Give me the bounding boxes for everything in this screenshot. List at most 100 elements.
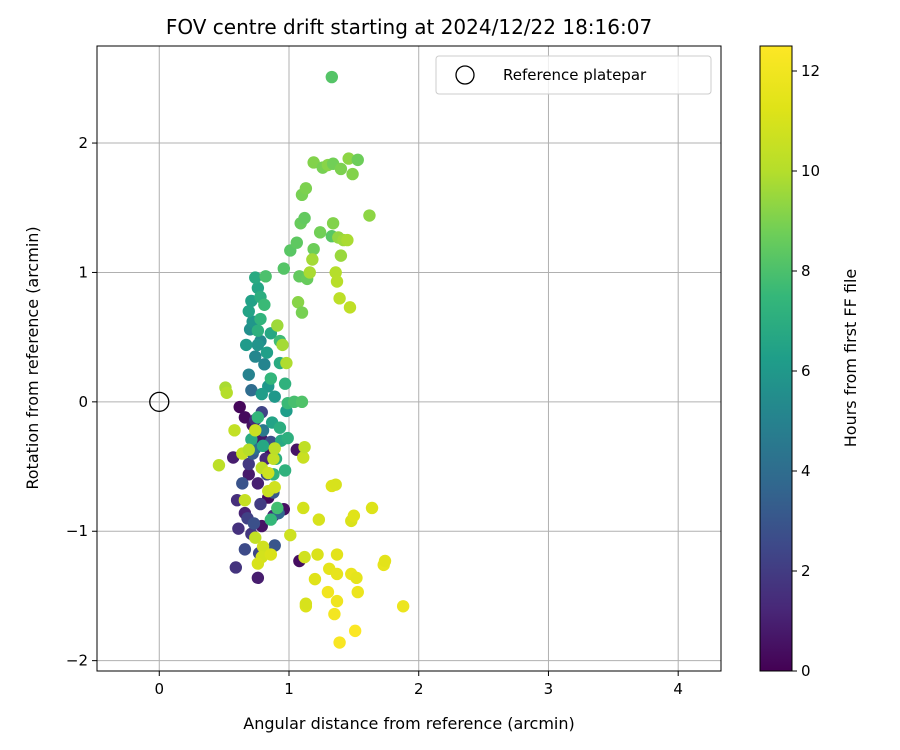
scatter-point [328,607,341,621]
scatter-point [329,478,342,491]
scatter-point [249,531,262,544]
legend-box [435,55,712,95]
colorbar-label: Hours from first FF file [841,269,860,448]
scatter-point [228,424,241,437]
scatter-point [351,153,364,167]
scatter-point [255,387,268,401]
scatter-point [330,567,344,581]
scatter-point [247,517,261,530]
scatter-point [273,421,287,434]
scatter-point [271,319,284,332]
scatter-point [268,442,281,455]
colorbar-tick-label: 0 [801,662,811,680]
legend: Reference platepar [435,55,712,95]
colorbar-tick-label: 8 [801,262,811,280]
scatter-point [297,451,310,464]
x-tick-label: 2 [414,680,424,698]
scatter-point [307,156,320,169]
scatter-point [278,377,292,390]
scatter-point [232,522,245,535]
scatter-point [330,594,344,608]
scatter-point [251,338,265,352]
scatter-point [268,481,281,494]
scatter-point [290,236,303,249]
scatter-point [251,411,265,424]
scatter-point [251,324,265,337]
scatter-point [350,571,363,585]
reference-platepar-marker [149,391,170,412]
scatter-point [245,384,258,397]
colorbar-tick-label: 10 [801,162,820,180]
scatter-point [299,182,313,195]
scatter-point [242,305,255,318]
scatter-point [334,249,348,262]
x-tick-label: 1 [284,680,294,698]
scatter-point [264,372,278,385]
scatter-point [342,152,355,165]
scatter-point [249,424,262,437]
scatter-point [280,356,293,370]
y-tick-label: 1 [78,263,88,281]
scatter-point [236,477,249,490]
scatter-point [254,497,267,511]
scatter-point [303,266,316,279]
scatter-point [242,457,255,471]
scatter-point [249,271,262,284]
colorbar-gradient [759,45,793,672]
scatter-point [264,548,278,561]
scatter-point [256,540,270,553]
x-tick-label: 3 [544,680,554,698]
scatter-point [306,253,319,266]
scatter-point [347,509,361,522]
scatter-point [260,346,274,359]
y-tick-label: −1 [66,522,88,540]
scatter-point [268,390,281,403]
scatter-point [298,550,311,564]
scatter-point [313,226,327,239]
scatter-point [329,266,342,279]
plot-area: 0 1 2 3 4 −2 −1 0 1 2 [66,45,722,698]
scatter-point [307,242,320,256]
scatter-point [351,585,364,599]
scatter-point [238,493,252,507]
x-axis-ticks: 0 1 2 3 4 [154,671,683,698]
colorbar: 0 2 4 6 8 10 12 Hours from first FF file [759,45,860,680]
x-tick-label: 4 [673,680,683,698]
scatter-point [341,233,354,247]
scatter-point [277,262,291,275]
scatter-point [229,561,243,574]
legend-label-reference: Reference platepar [503,66,647,84]
scatter-points [212,70,410,649]
scatter-point [267,452,280,465]
scatter-point [334,162,348,176]
scatter-point [378,554,392,568]
scatter-point [278,464,292,477]
scatter-point [212,459,226,472]
scatter-point [333,292,346,305]
chart-title: FOV centre drift starting at 2024/12/22 … [166,15,652,39]
scatter-point [365,501,379,515]
scatter-point [251,557,265,570]
scatter-point [333,636,346,649]
scatter-point [242,468,255,481]
scatter-point [254,312,267,326]
scatter-point [297,501,310,515]
scatter-point [251,571,265,585]
scatter-point [239,338,253,352]
scatter-point [251,477,265,490]
x-axis-label: Angular distance from reference (arcmin) [243,714,574,733]
colorbar-tick-label: 12 [801,62,820,80]
y-axis-label: Rotation from reference (arcmin) [23,226,42,489]
scatter-point [330,275,344,288]
scatter-point [238,411,252,424]
scatter-point [258,298,271,311]
scatter-point [330,548,344,561]
scatter-point [281,431,294,445]
scatter-point [325,70,339,84]
scatter-point [396,600,410,613]
scatter-point [233,400,246,414]
scatter-point [262,466,275,480]
scatter-point [311,548,324,561]
scatter-point [298,440,311,454]
scatter-point [258,358,271,371]
